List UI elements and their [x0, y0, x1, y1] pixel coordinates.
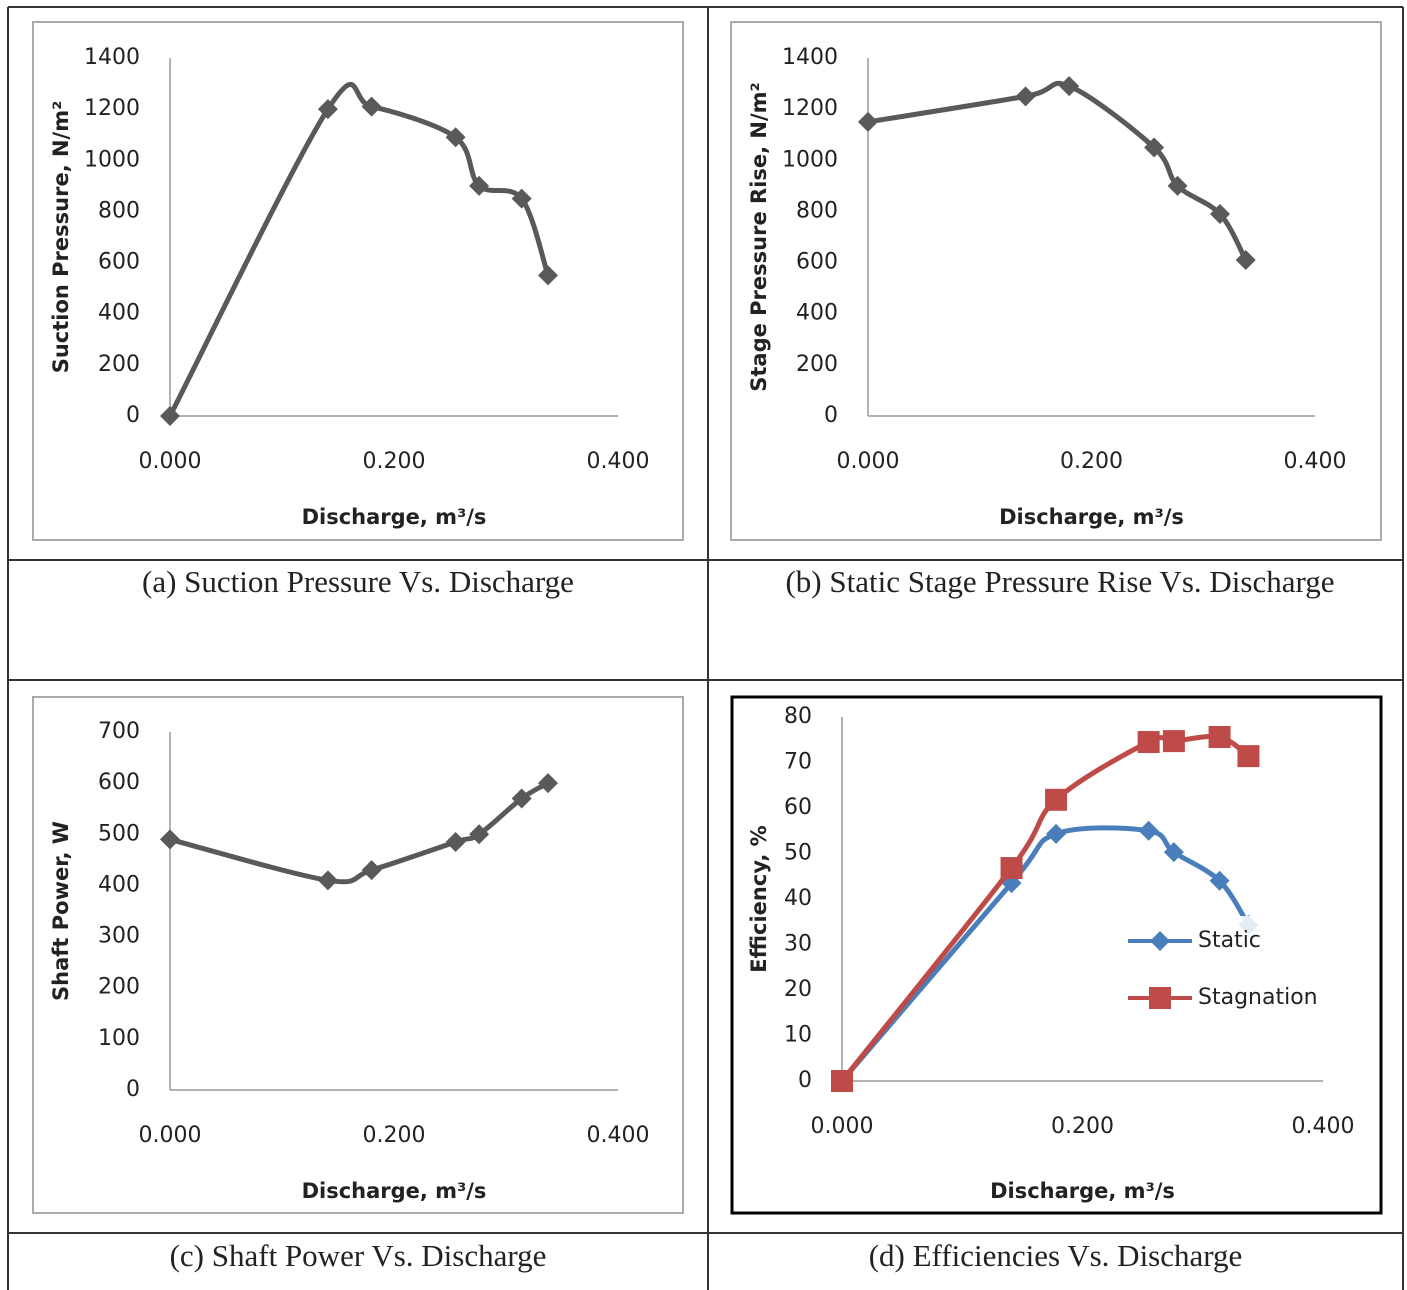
marker — [362, 860, 382, 880]
marker — [1059, 76, 1079, 96]
marker — [1163, 730, 1185, 752]
marker — [318, 870, 338, 890]
y-tick-label: 70 — [784, 750, 812, 775]
series-line — [170, 783, 548, 882]
marker — [1045, 789, 1067, 811]
marker — [160, 829, 180, 849]
figure: 02004006008001000120014000.0000.2000.400… — [0, 0, 1407, 1290]
charts: 02004006008001000120014000.0000.2000.400… — [0, 0, 1407, 1290]
y-tick-label: 1200 — [782, 96, 838, 121]
y-tick-label: 30 — [784, 932, 812, 957]
y-tick-label: 200 — [98, 352, 140, 377]
caption: (d) Efficiencies Vs. Discharge — [708, 1226, 1403, 1285]
caption: (c) Shaft Power Vs. Discharge — [8, 1226, 708, 1285]
y-tick-label: 600 — [98, 250, 140, 275]
y-tick-label: 200 — [796, 352, 838, 377]
marker — [538, 773, 558, 793]
x-tick-label: 0.400 — [1284, 449, 1347, 474]
y-axis-title: Stage Pressure Rise, N/m² — [747, 82, 771, 392]
marker — [1237, 745, 1259, 767]
x-tick-label: 0.200 — [1051, 1114, 1114, 1139]
x-tick-label: 0.000 — [837, 449, 900, 474]
x-tick-label: 0.000 — [811, 1114, 874, 1139]
x-axis-title: Discharge, m³/s — [302, 1179, 487, 1203]
y-tick-label: 1000 — [84, 147, 140, 172]
marker — [831, 1070, 853, 1092]
marker — [1001, 857, 1023, 879]
y-axis-title: Shaft Power, W — [49, 821, 73, 1001]
y-tick-label: 1400 — [84, 45, 140, 70]
marker — [160, 406, 180, 426]
y-tick-label: 20 — [784, 977, 812, 1002]
marker — [858, 112, 878, 132]
y-tick-label: 200 — [98, 975, 140, 1000]
y-tick-label: 700 — [98, 719, 140, 744]
marker — [1046, 824, 1066, 844]
x-tick-label: 0.400 — [587, 449, 650, 474]
marker — [1236, 250, 1256, 270]
x-axis-title: Discharge, m³/s — [302, 505, 487, 529]
y-tick-label: 300 — [98, 924, 140, 949]
y-tick-label: 400 — [98, 872, 140, 897]
series-line — [868, 83, 1246, 260]
x-axis-title: Discharge, m³/s — [999, 505, 1184, 529]
y-tick-label: 0 — [126, 403, 140, 428]
marker — [1138, 731, 1160, 753]
y-tick-label: 0 — [126, 1077, 140, 1102]
marker — [1149, 987, 1171, 1009]
y-axis-title: Efficiency, % — [747, 825, 771, 972]
caption: (b) Static Stage Pressure Rise Vs. Disch… — [760, 552, 1360, 611]
y-tick-label: 800 — [796, 198, 838, 223]
y-tick-label: 1200 — [84, 96, 140, 121]
x-tick-label: 0.400 — [1292, 1114, 1355, 1139]
y-tick-label: 40 — [784, 886, 812, 911]
x-tick-label: 0.200 — [1060, 449, 1123, 474]
x-tick-label: 0.400 — [587, 1123, 650, 1148]
y-tick-label: 400 — [796, 301, 838, 326]
y-tick-label: 60 — [784, 795, 812, 820]
x-tick-label: 0.000 — [139, 449, 202, 474]
series-line — [170, 84, 548, 416]
marker — [446, 832, 466, 852]
caption: (a) Suction Pressure Vs. Discharge — [8, 552, 708, 611]
x-tick-label: 0.200 — [363, 449, 426, 474]
x-tick-label: 0.200 — [363, 1123, 426, 1148]
y-tick-label: 0 — [798, 1068, 812, 1093]
marker — [1139, 821, 1159, 841]
y-tick-label: 80 — [784, 704, 812, 729]
legend-label: Stagnation — [1198, 985, 1318, 1010]
y-tick-label: 600 — [796, 250, 838, 275]
legend-label: Static — [1198, 928, 1261, 953]
marker — [1016, 86, 1036, 106]
x-tick-label: 0.000 — [139, 1123, 202, 1148]
y-axis-title: Suction Pressure, N/m² — [49, 101, 73, 374]
x-axis-title: Discharge, m³/s — [990, 1179, 1175, 1203]
y-tick-label: 500 — [98, 821, 140, 846]
y-tick-label: 800 — [98, 198, 140, 223]
y-tick-label: 0 — [824, 403, 838, 428]
y-tick-label: 10 — [784, 1023, 812, 1048]
y-tick-label: 1400 — [782, 45, 838, 70]
marker — [1209, 726, 1231, 748]
y-tick-label: 100 — [98, 1026, 140, 1051]
y-tick-label: 600 — [98, 770, 140, 795]
marker — [538, 265, 558, 285]
y-tick-label: 50 — [784, 841, 812, 866]
y-tick-label: 400 — [98, 301, 140, 326]
y-tick-label: 1000 — [782, 147, 838, 172]
